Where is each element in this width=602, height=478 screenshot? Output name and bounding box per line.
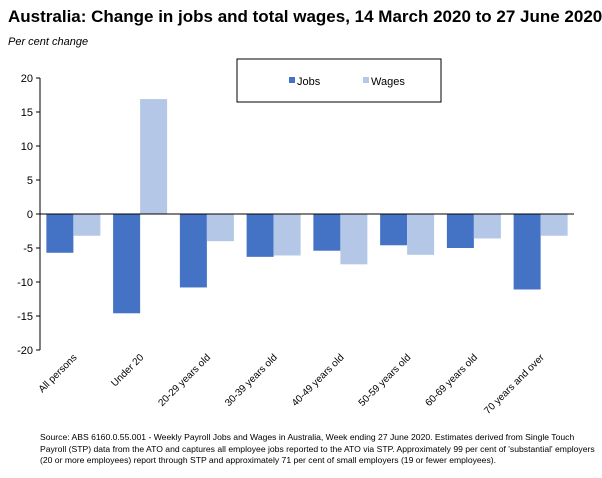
x-tick-label: 60-69 years old xyxy=(423,352,480,409)
legend-label-jobs: Jobs xyxy=(297,76,321,88)
x-tick-label: 20-29 years old xyxy=(156,352,213,409)
bar-jobs xyxy=(46,214,74,253)
legend-swatch-wages xyxy=(363,77,369,83)
x-tick-label: 30-39 years old xyxy=(223,352,280,409)
bar-wages xyxy=(340,214,368,265)
bar-jobs xyxy=(246,214,274,257)
bar-wages xyxy=(407,214,435,255)
x-tick-label: 40-49 years old xyxy=(290,352,347,409)
bar-jobs xyxy=(513,214,541,290)
x-tick-label: All persons xyxy=(37,352,80,395)
bar-jobs xyxy=(179,214,207,288)
bar-wages xyxy=(73,214,101,236)
bar-wages xyxy=(140,99,168,214)
y-tick-label: -15 xyxy=(17,311,33,323)
bar-wages xyxy=(540,214,568,236)
bar-wages xyxy=(473,214,501,239)
source-note: Source: ABS 6160.0.55.001 - Weekly Payro… xyxy=(40,432,595,465)
y-tick-label: -10 xyxy=(17,277,33,289)
legend-swatch-jobs xyxy=(289,77,295,83)
chart-title: Australia: Change in jobs and total wage… xyxy=(8,7,602,26)
bar-wages xyxy=(273,214,301,256)
legend-box xyxy=(236,58,442,103)
y-tick-label: 15 xyxy=(21,107,33,119)
y-tick-label: 0 xyxy=(27,209,33,221)
bar-jobs xyxy=(380,214,408,246)
y-tick-label: 5 xyxy=(27,175,33,187)
legend-label-wages: Wages xyxy=(371,76,405,88)
bar-jobs xyxy=(446,214,474,248)
y-tick-label: -5 xyxy=(23,243,33,255)
x-tick-label: Under 20 xyxy=(109,352,146,389)
y-tick-label: 10 xyxy=(21,141,33,153)
bar-wages xyxy=(206,214,234,242)
bar-jobs xyxy=(313,214,341,251)
chart-subtitle: Per cent change xyxy=(8,36,89,48)
x-tick-label: 50-59 years old xyxy=(357,352,414,409)
bar-jobs xyxy=(113,214,141,314)
bar-chart: 20 15 10 5 0 -5 -10 -15 -20 All persons Under 20 20… xyxy=(17,58,574,417)
y-tick-label: 20 xyxy=(21,73,33,85)
x-tick-label: 70 years and over xyxy=(482,352,547,417)
y-tick-label: -20 xyxy=(17,345,33,357)
